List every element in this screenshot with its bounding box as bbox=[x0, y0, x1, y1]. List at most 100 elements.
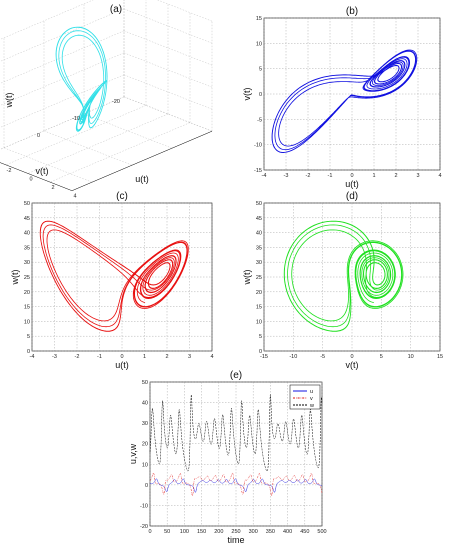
panel-title: (e) bbox=[230, 370, 242, 381]
z-gridline bbox=[0, 52, 125, 106]
y-tick-label: 20 bbox=[142, 442, 148, 448]
panel-1 bbox=[263, 17, 441, 171]
x-gridline bbox=[5, 105, 147, 166]
axis-edge bbox=[0, 162, 73, 191]
x-tick-label: 4 bbox=[73, 194, 76, 200]
axis-edge bbox=[71, 130, 213, 191]
y-gridline bbox=[83, 113, 173, 149]
trajectory-line bbox=[271, 49, 418, 154]
y-tick-label: 0 bbox=[259, 349, 262, 355]
z-axis-label: w(t) bbox=[4, 93, 14, 109]
z-gridline bbox=[0, 0, 94, 40]
y-tick-label: 30 bbox=[142, 421, 148, 427]
x-tick-label: 0 bbox=[148, 529, 151, 535]
y-tick-label: 20 bbox=[24, 290, 30, 296]
y-tick-label: 30 bbox=[256, 260, 262, 266]
y-tick-label: -20 bbox=[140, 524, 148, 530]
legend-label-w: w bbox=[309, 403, 314, 409]
x-tick-label: 400 bbox=[283, 529, 292, 535]
series-v-line bbox=[149, 472, 323, 497]
x-tick-label: -2 bbox=[75, 354, 80, 360]
y-tick-label: 40 bbox=[142, 401, 148, 407]
y-tick-label: 5 bbox=[27, 334, 30, 340]
y-tick-label: 15 bbox=[256, 305, 262, 311]
y-tick-label: 5 bbox=[259, 334, 262, 340]
x-tick-label: -3 bbox=[284, 173, 289, 179]
x-tick-label: 200 bbox=[214, 529, 223, 535]
y-tick-label: -10 bbox=[140, 503, 148, 509]
panel-2 bbox=[31, 202, 213, 352]
y-tick-label: 10 bbox=[142, 462, 148, 468]
panel-title: (c) bbox=[116, 191, 128, 202]
z-gridline bbox=[0, 8, 125, 62]
x-axis-label: v(t) bbox=[346, 360, 359, 370]
x-tick-label: 100 bbox=[180, 529, 189, 535]
y-tick-label: 0 bbox=[27, 349, 30, 355]
panel-title: (d) bbox=[346, 191, 358, 202]
legend-label-v: v bbox=[310, 396, 313, 402]
panel-title: (b) bbox=[346, 6, 358, 17]
x-axis-label: u(t) bbox=[135, 174, 149, 184]
x-tick-label: 2 bbox=[165, 354, 168, 360]
y-tick-label: 15 bbox=[24, 305, 30, 311]
y-tick-label: 0 bbox=[145, 483, 148, 489]
y-tick-label: -10 bbox=[254, 143, 262, 149]
series-u-line bbox=[149, 478, 323, 493]
y-gridline bbox=[3, 147, 93, 183]
y-tick-label: 0 bbox=[259, 92, 262, 98]
y-tick-label: 50 bbox=[24, 201, 30, 207]
y-axis-label: u,v,w bbox=[128, 443, 138, 464]
trajectory-line bbox=[39, 220, 189, 332]
y-tick-label: -10 bbox=[72, 116, 80, 122]
y-tick-label: -15 bbox=[254, 168, 262, 174]
y-tick-label: 10 bbox=[256, 41, 262, 47]
x-tick-label: -2 bbox=[7, 168, 12, 174]
z-gridline bbox=[123, 74, 213, 110]
y-tick-label: 25 bbox=[256, 275, 262, 281]
x-tick-label: 250 bbox=[231, 529, 240, 535]
x-tick-label: -5 bbox=[320, 354, 325, 360]
z-gridline bbox=[123, 8, 213, 44]
x-tick-label: -2 bbox=[306, 173, 311, 179]
z-gridline bbox=[123, 30, 213, 66]
x-tick-label: 0 bbox=[350, 173, 353, 179]
y-tick-label: 20 bbox=[256, 290, 262, 296]
x-tick-label: 0 bbox=[120, 354, 123, 360]
x-tick-label: 350 bbox=[266, 529, 275, 535]
y-gridline bbox=[43, 130, 133, 166]
x-tick-label: 0 bbox=[350, 354, 353, 360]
y-axis-label: v(t) bbox=[242, 88, 252, 101]
z-gridline bbox=[0, 30, 125, 84]
y-tick-label: 45 bbox=[24, 216, 30, 222]
x-tick-label: 15 bbox=[437, 354, 443, 360]
y-tick-label: 0 bbox=[37, 133, 40, 139]
legend-label-u: u bbox=[310, 389, 313, 395]
x-tick-label: 4 bbox=[438, 173, 441, 179]
panel-title: (a) bbox=[110, 4, 122, 15]
x-tick-label: 300 bbox=[249, 529, 258, 535]
x-tick-label: 4 bbox=[210, 354, 213, 360]
y-axis-label: v(t) bbox=[36, 166, 49, 176]
x-tick-label: 1 bbox=[372, 173, 375, 179]
z-gridline bbox=[0, 96, 125, 150]
x-axis-label: u(t) bbox=[115, 360, 129, 370]
trajectory-line bbox=[55, 26, 108, 132]
y-tick-label: 35 bbox=[256, 245, 262, 251]
panel-4 bbox=[149, 381, 323, 527]
panel-3 bbox=[263, 202, 441, 352]
x-gridline bbox=[0, 96, 125, 150]
x-tick-label: 10 bbox=[408, 354, 414, 360]
x-gridline bbox=[27, 113, 169, 174]
y-tick-label: 50 bbox=[142, 380, 148, 386]
y-tick-label: 50 bbox=[256, 201, 262, 207]
z-gridline bbox=[123, 52, 213, 88]
x-tick-label: -1 bbox=[97, 354, 102, 360]
panel-0 bbox=[0, 0, 213, 191]
x-tick-label: -1 bbox=[328, 173, 333, 179]
x-tick-label: 50 bbox=[164, 529, 170, 535]
x-tick-label: 1 bbox=[143, 354, 146, 360]
x-tick-label: 3 bbox=[188, 354, 191, 360]
y-tick-label: 10 bbox=[24, 319, 30, 325]
y-tick-label: 40 bbox=[256, 231, 262, 237]
y-tick-label: 10 bbox=[256, 319, 262, 325]
